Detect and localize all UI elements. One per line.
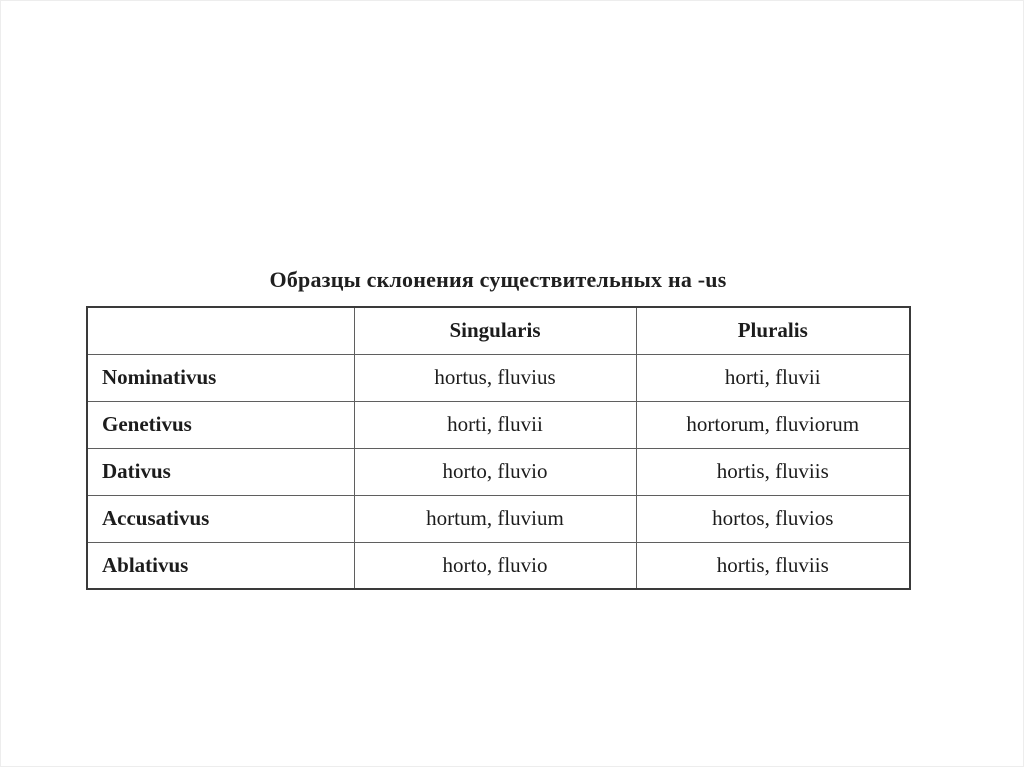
cell-pluralis: hortos, fluvios	[635, 494, 911, 543]
case-label: Ablativus	[86, 541, 355, 590]
table-row: Accusativus hortum, fluvium hortos, fluvio…	[86, 494, 911, 543]
corner-cell	[86, 306, 355, 355]
cell-singularis: hortus, fluvius	[353, 353, 637, 402]
cell-singularis: horti, fluvii	[353, 400, 637, 449]
column-header-pluralis: Pluralis	[635, 306, 911, 355]
column-header-singularis: Singularis	[353, 306, 637, 355]
case-label: Dativus	[86, 447, 355, 496]
slide-content: Образцы склонения существительных на -us…	[86, 267, 911, 590]
table-row: Ablativus horto, fluvio hortis, fluviis	[86, 541, 911, 590]
cell-singularis: horto, fluvio	[353, 447, 637, 496]
cell-singularis: hortum, fluvium	[353, 494, 637, 543]
case-label: Genetivus	[86, 400, 355, 449]
cell-singularis: horto, fluvio	[353, 541, 637, 590]
cell-pluralis: horti, fluvii	[635, 353, 911, 402]
declension-table: Singularis Pluralis Nominativus hortus, f…	[86, 306, 911, 590]
header-row: Singularis Pluralis	[86, 306, 911, 355]
case-label: Nominativus	[86, 353, 355, 402]
cell-pluralis: hortorum, fluviorum	[635, 400, 911, 449]
table-row: Dativus horto, fluvio hortis, fluviis	[86, 447, 911, 496]
case-label: Accusativus	[86, 494, 355, 543]
table-body: Nominativus hortus, fluvius horti, fluvii G…	[86, 353, 911, 590]
table-row: Genetivus horti, fluvii hortorum, fluvioru…	[86, 400, 911, 449]
table-row: Nominativus hortus, fluvius horti, fluvii	[86, 353, 911, 402]
cell-pluralis: hortis, fluviis	[635, 447, 911, 496]
table-title: Образцы склонения существительных на -us	[269, 267, 727, 292]
cell-pluralis: hortis, fluviis	[635, 541, 911, 590]
